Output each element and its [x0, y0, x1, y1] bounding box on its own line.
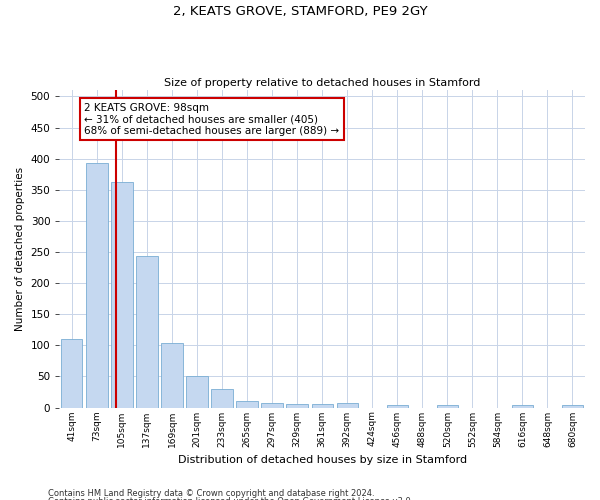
Bar [236, 402, 258, 407]
Bar [286, 404, 308, 407]
Bar [86, 163, 107, 408]
Bar [161, 343, 182, 407]
Bar [337, 403, 358, 407]
Bar [136, 256, 158, 408]
Bar [512, 405, 533, 407]
Bar [187, 376, 208, 408]
Text: 2, KEATS GROVE, STAMFORD, PE9 2GY: 2, KEATS GROVE, STAMFORD, PE9 2GY [173, 5, 427, 18]
Text: 2 KEATS GROVE: 98sqm
← 31% of detached houses are smaller (405)
68% of semi-deta: 2 KEATS GROVE: 98sqm ← 31% of detached h… [85, 102, 340, 136]
Bar [111, 182, 133, 408]
X-axis label: Distribution of detached houses by size in Stamford: Distribution of detached houses by size … [178, 455, 467, 465]
Bar [562, 405, 583, 407]
Bar [311, 404, 333, 407]
Bar [437, 405, 458, 407]
Bar [386, 405, 408, 407]
Y-axis label: Number of detached properties: Number of detached properties [15, 167, 25, 331]
Bar [61, 339, 82, 407]
Bar [262, 402, 283, 407]
Title: Size of property relative to detached houses in Stamford: Size of property relative to detached ho… [164, 78, 481, 88]
Text: Contains public sector information licensed under the Open Government Licence v3: Contains public sector information licen… [48, 498, 413, 500]
Bar [211, 389, 233, 407]
Text: Contains HM Land Registry data © Crown copyright and database right 2024.: Contains HM Land Registry data © Crown c… [48, 488, 374, 498]
